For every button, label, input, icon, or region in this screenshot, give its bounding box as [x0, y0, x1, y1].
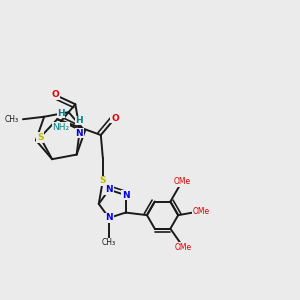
Text: N: N	[122, 190, 129, 200]
Text: OMe: OMe	[175, 243, 192, 252]
Text: NH₂: NH₂	[52, 123, 70, 132]
Text: H: H	[76, 116, 83, 125]
Text: OMe: OMe	[173, 177, 190, 186]
Text: N: N	[105, 185, 113, 194]
Text: S: S	[37, 133, 44, 142]
Text: CH₃: CH₃	[4, 115, 18, 124]
Text: O: O	[51, 90, 59, 99]
Text: OMe: OMe	[192, 207, 209, 216]
Text: N: N	[105, 213, 113, 222]
Text: O: O	[111, 114, 119, 123]
Text: N: N	[76, 129, 83, 138]
Text: H: H	[57, 109, 65, 118]
Text: CH₃: CH₃	[102, 238, 116, 247]
Text: S: S	[100, 176, 106, 185]
